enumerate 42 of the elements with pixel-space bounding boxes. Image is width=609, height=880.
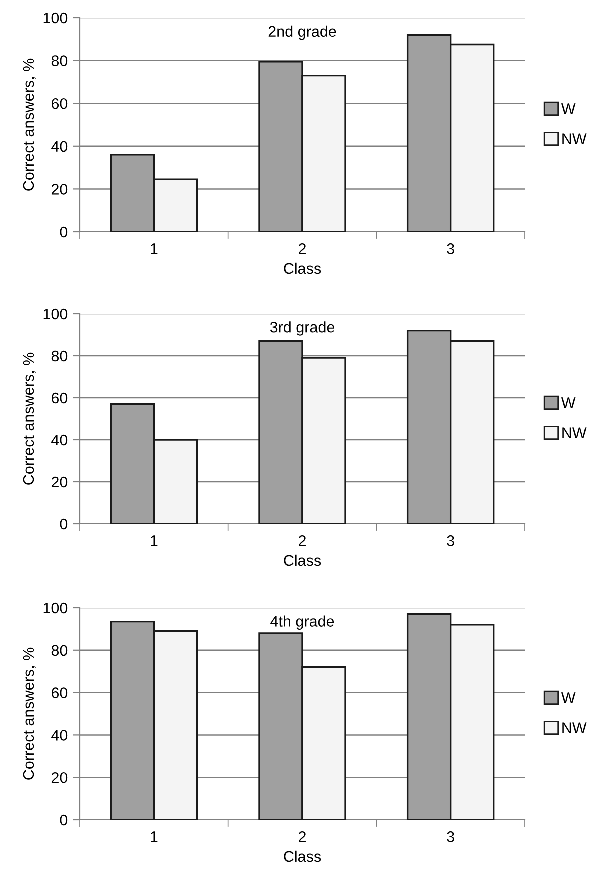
chart-title: 2nd grade: [268, 26, 336, 40]
x-axis-title: Class: [284, 850, 322, 862]
legend-label: NW: [562, 134, 587, 144]
legend-label: W: [561, 398, 576, 408]
legend-label: W: [561, 104, 576, 114]
y-tick-label: 60: [52, 688, 68, 698]
y-axis-title: Correct answers, %: [23, 352, 36, 485]
y-axis-title: Correct answers, %: [23, 58, 36, 191]
y-tick-label: 40: [52, 141, 68, 152]
y-tick-label: 40: [52, 730, 68, 741]
x-tick-label: 1: [151, 244, 158, 254]
x-tick-label: 1: [151, 832, 158, 842]
x-tick-label: 2: [299, 244, 306, 254]
x-tick-label: 3: [447, 832, 454, 842]
legend-label: NW: [562, 722, 587, 734]
y-tick-label: 20: [52, 772, 68, 784]
y-tick-label: 40: [52, 434, 68, 446]
y-tick-label: 60: [52, 392, 68, 404]
y-tick-label: 20: [52, 184, 68, 195]
y-tick-label: 100: [44, 308, 68, 320]
chart-title: 3rd grade: [270, 322, 335, 336]
x-tick-label: 3: [447, 536, 454, 546]
x-tick-label: 1: [151, 536, 158, 546]
x-tick-label: 2: [299, 832, 306, 842]
y-tick-label: 0: [60, 814, 68, 826]
y-tick-label: 80: [52, 645, 68, 656]
x-axis-title: Class: [284, 262, 322, 274]
y-tick-label: 20: [52, 476, 68, 488]
y-tick-label: 80: [52, 350, 68, 362]
y-axis-title: Correct answers, %: [23, 648, 36, 780]
x-tick-label: 2: [299, 536, 306, 546]
y-tick-label: 80: [52, 56, 68, 66]
y-tick-label: 100: [44, 12, 68, 24]
legend-label: NW: [562, 428, 587, 438]
x-tick-label: 3: [447, 244, 454, 254]
x-axis-title: Class: [284, 554, 322, 566]
y-tick-label: 0: [60, 518, 68, 530]
y-tick-label: 100: [44, 602, 68, 614]
y-tick-label: 60: [52, 98, 68, 110]
y-tick-label: 0: [60, 226, 68, 238]
chart-title: 4th grade: [270, 616, 334, 630]
legend-label: W: [561, 692, 576, 704]
